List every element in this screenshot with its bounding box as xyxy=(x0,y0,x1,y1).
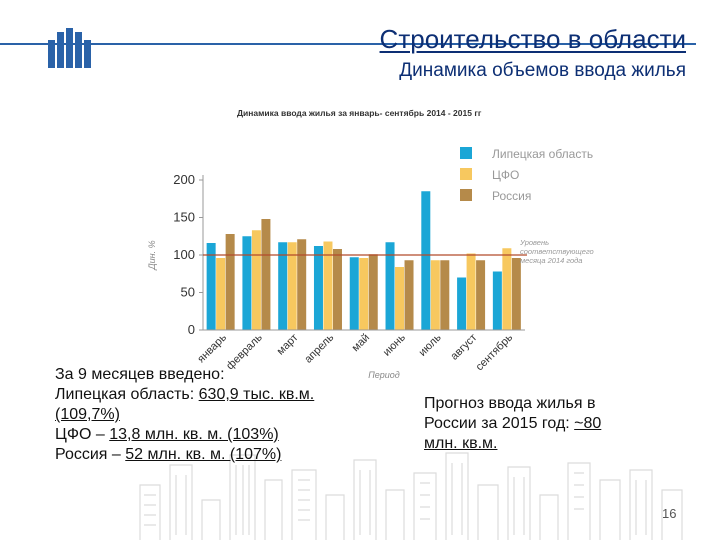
x-tick-label-4: май xyxy=(350,332,373,355)
slide-title: Строительство в области xyxy=(379,24,686,54)
bar-1-0 xyxy=(216,258,226,330)
bar-2-0 xyxy=(225,234,235,330)
bar-0-6 xyxy=(421,191,431,330)
x-tick-label-3: апрель xyxy=(302,331,336,365)
summary-line-2-value: 630,9 тыс. кв.м. xyxy=(198,386,315,403)
legend-swatch-0 xyxy=(460,147,472,159)
bar-2-7 xyxy=(476,260,486,330)
bar-0-8 xyxy=(492,271,502,330)
reference-label-line-1: соответствующего xyxy=(520,247,594,256)
bar-chart: Динамика ввода жилья за январь- сентябрь… xyxy=(130,95,630,380)
chart-title: Динамика ввода жилья за январь- сентябрь… xyxy=(237,108,482,118)
summary-text: За 9 месяцев введено: Липецкая область: … xyxy=(55,365,375,465)
summary-line-4: ЦФО – 13,8 млн. кв. м. (103%) xyxy=(55,425,375,445)
bar-1-1 xyxy=(251,230,261,330)
summary-line-4-value: 13,8 млн. кв. м. (103%) xyxy=(109,426,279,443)
bar-2-1 xyxy=(261,219,271,330)
forecast-line-2-value: ~80 xyxy=(574,415,602,432)
x-tick-label-0: январь xyxy=(195,331,229,365)
forecast-line-2-prefix: России за 2015 год: xyxy=(424,415,575,432)
bar-0-3 xyxy=(313,246,323,330)
summary-line-2: Липецкая область: 630,9 тыс. кв.м. xyxy=(55,385,375,405)
summary-line-1: За 9 месяцев введено: xyxy=(55,366,225,383)
y-axis-title: Дин. % xyxy=(147,240,157,270)
x-tick-label-8: сентябрь xyxy=(474,331,516,373)
bar-1-4 xyxy=(359,258,369,330)
reference-label-line-0: Уровень xyxy=(519,238,549,247)
summary-line-2-prefix: Липецкая область: xyxy=(55,386,199,403)
bar-1-2 xyxy=(287,242,297,330)
bar-0-4 xyxy=(349,257,359,330)
forecast-text: Прогноз ввода жилья в России за 2015 год… xyxy=(424,394,649,454)
y-tick-label-2: 100 xyxy=(173,247,195,262)
x-tick-label-6: июль xyxy=(417,331,444,358)
y-tick-label-0: 0 xyxy=(188,322,195,337)
forecast-line-3: млн. кв.м. xyxy=(424,435,498,452)
y-tick-label-4: 200 xyxy=(173,172,195,187)
bar-0-2 xyxy=(278,242,288,330)
bar-2-6 xyxy=(440,260,450,330)
bar-0-1 xyxy=(242,236,252,330)
forecast-line-2: России за 2015 год: ~80 xyxy=(424,414,649,434)
reference-label-line-2: месяца 2014 года xyxy=(520,256,582,265)
bar-0-7 xyxy=(457,277,467,330)
bar-2-5 xyxy=(404,260,414,330)
bar-1-6 xyxy=(430,260,440,330)
summary-line-5: Россия – 52 млн. кв. м. (107%) xyxy=(55,445,375,465)
x-tick-label-5: июнь xyxy=(381,331,408,358)
legend-swatch-2 xyxy=(460,189,472,201)
legend-label-0: Липецкая область xyxy=(492,147,593,161)
legend-swatch-1 xyxy=(460,168,472,180)
forecast-line-1: Прогноз ввода жилья в xyxy=(424,395,596,412)
bar-1-5 xyxy=(395,267,405,330)
logo-icon xyxy=(48,28,91,68)
buildings-background-icon xyxy=(139,452,683,540)
y-tick-label-3: 150 xyxy=(173,210,195,225)
bar-0-5 xyxy=(385,242,395,330)
bar-1-7 xyxy=(466,253,476,330)
y-tick-label-1: 50 xyxy=(181,285,195,300)
chart-svg: Динамика ввода жилья за январь- сентябрь… xyxy=(147,108,594,380)
bar-2-4 xyxy=(368,254,378,330)
bar-2-3 xyxy=(332,249,342,330)
x-tick-label-7: август xyxy=(448,332,479,363)
x-axis-title: Период xyxy=(368,370,400,380)
summary-line-3: (109,7%) xyxy=(55,406,120,423)
summary-line-5-value: 52 млн. кв. м. (107%) xyxy=(125,446,282,463)
summary-line-5-prefix: Россия – xyxy=(55,446,126,463)
summary-line-4-prefix: ЦФО – xyxy=(55,426,110,443)
bar-2-8 xyxy=(511,258,521,330)
legend-label-1: ЦФО xyxy=(492,168,519,182)
page-number: 16 xyxy=(662,506,677,521)
legend-label-2: Россия xyxy=(492,189,531,203)
bar-0-0 xyxy=(206,243,216,330)
bar-2-2 xyxy=(297,239,307,330)
bar-1-8 xyxy=(502,248,512,330)
slide-subtitle: Динамика объемов ввода жилья xyxy=(399,60,686,81)
bar-1-3 xyxy=(323,241,333,330)
header-divider xyxy=(0,43,696,45)
x-tick-label-2: март xyxy=(275,332,301,358)
